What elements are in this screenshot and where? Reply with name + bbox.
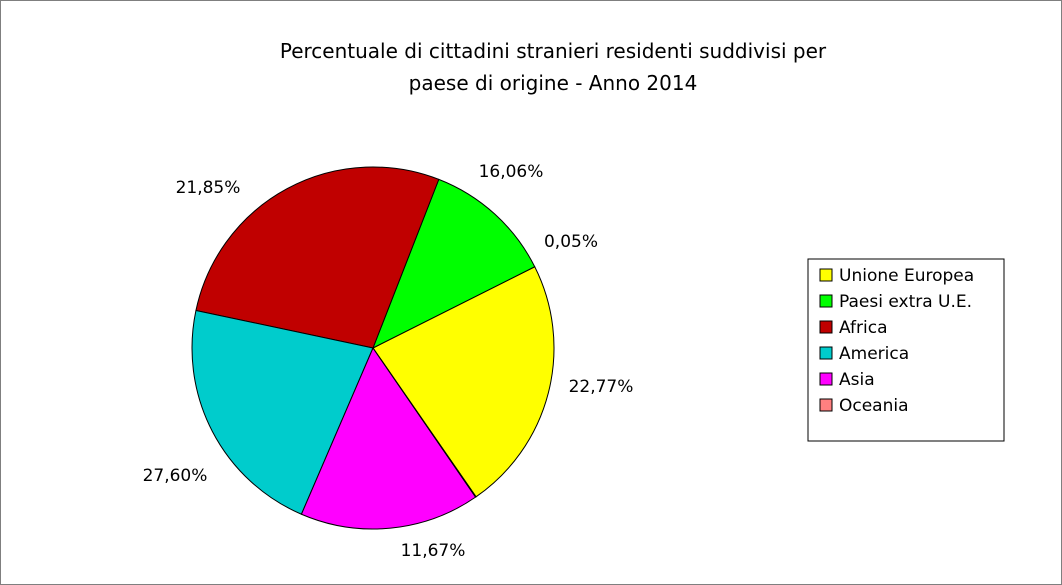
data-label-paesi-extra-u-e: 11,67%: [401, 541, 466, 561]
legend-label-asia: Asia: [839, 370, 875, 390]
pie-slices: [191, 166, 555, 530]
pie-slice-africa: [195, 166, 440, 349]
legend-label-africa: Africa: [839, 318, 888, 338]
legend-swatch-paesi-extra-u-e: [819, 294, 833, 308]
pie-slice-asia: [300, 347, 477, 530]
pie-slice-unione-europea: [372, 266, 555, 498]
data-label-unione-europea: 22,77%: [569, 377, 634, 397]
chart-title-line-2: paese di origine - Anno 2014: [409, 71, 698, 95]
data-label-america: 21,85%: [176, 178, 241, 198]
pie-data-labels: 22,77% 11,67% 27,60% 21,85% 16,06% 0,05%: [143, 162, 634, 561]
pie-slice-america: [191, 310, 374, 515]
legend-label-oceania: Oceania: [839, 396, 909, 416]
chart-title: Percentuale di cittadini stranieri resid…: [280, 39, 827, 95]
chart-title-line-1: Percentuale di cittadini stranieri resid…: [280, 39, 827, 63]
legend-swatch-africa: [819, 320, 833, 334]
legend-swatch-america: [819, 346, 833, 360]
legend-label-paesi-extra-u-e: Paesi extra U.E.: [839, 292, 972, 312]
data-label-oceania: 0,05%: [544, 232, 598, 252]
legend-swatch-unione-europea: [819, 268, 833, 282]
legend-swatch-asia: [819, 372, 833, 386]
legend-swatch-oceania: [819, 398, 833, 412]
pie-slice-paesi-extra-u-e: [372, 178, 536, 349]
legend-box: [807, 258, 1005, 442]
legend: Unione Europea Paesi extra U.E. Africa Amer…: [807, 258, 1005, 442]
legend-label-america: America: [839, 344, 909, 364]
data-label-africa: 27,60%: [143, 466, 208, 486]
legend-label-unione-europea: Unione Europea: [839, 266, 974, 286]
data-label-asia: 16,06%: [479, 162, 544, 182]
pie-slice-oceania: [372, 347, 477, 498]
